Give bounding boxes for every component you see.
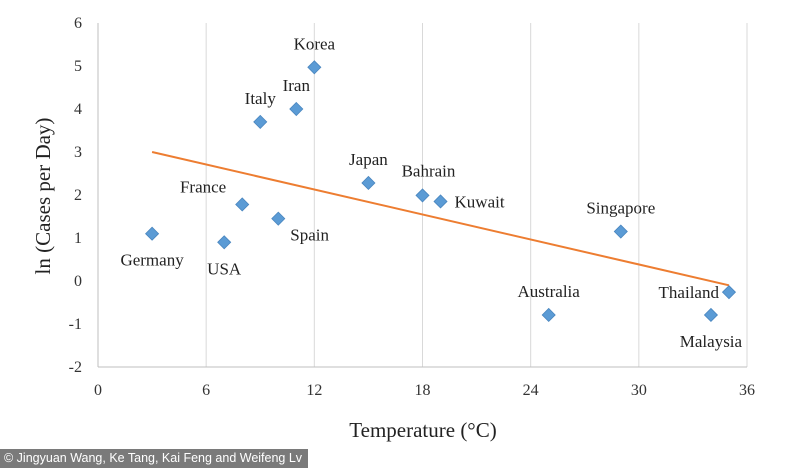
y-tick-label: 5 bbox=[74, 58, 82, 75]
data-point-bahrain bbox=[415, 188, 430, 203]
data-point-spain bbox=[271, 211, 286, 226]
trendline bbox=[151, 151, 730, 287]
data-point-thailand bbox=[721, 285, 737, 300]
data-point-korea bbox=[307, 60, 322, 75]
x-tick-label: 12 bbox=[306, 382, 322, 399]
image-credit: © Jingyuan Wang, Ke Tang, Kai Feng and W… bbox=[0, 449, 309, 468]
data-point-australia bbox=[541, 307, 556, 323]
point-labels: Korea Iran Italy Japan Bahrain Kuwait France Sp… bbox=[120, 34, 742, 351]
y-tick-label: 4 bbox=[74, 101, 82, 118]
point-label-bahrain: Bahrain bbox=[402, 161, 456, 180]
x-tick-label: 6 bbox=[202, 382, 210, 399]
trendline-group bbox=[151, 151, 730, 287]
x-axis-label: Temperature (°C) bbox=[349, 418, 496, 442]
data-point-usa bbox=[217, 235, 232, 250]
x-tick-label: 18 bbox=[415, 382, 431, 399]
y-tick-label: -2 bbox=[69, 359, 82, 376]
point-label-thailand: Thailand bbox=[659, 283, 720, 302]
data-point-germany bbox=[145, 226, 160, 241]
point-label-spain: Spain bbox=[290, 226, 329, 245]
x-tick-label: 24 bbox=[523, 382, 539, 399]
y-tick-label: -1 bbox=[69, 316, 82, 333]
y-tick-label: 6 bbox=[74, 15, 82, 32]
data-point-japan bbox=[361, 175, 376, 191]
point-label-italy: Italy bbox=[245, 89, 277, 108]
y-tick-label: 2 bbox=[74, 187, 82, 204]
point-label-australia: Australia bbox=[518, 282, 581, 301]
point-label-germany: Germany bbox=[120, 251, 184, 270]
x-tick-label: 0 bbox=[94, 382, 102, 399]
point-label-usa: USA bbox=[207, 259, 242, 278]
point-label-france: France bbox=[180, 177, 226, 196]
data-point-italy bbox=[253, 114, 268, 129]
point-label-malaysia: Malaysia bbox=[680, 332, 743, 351]
data-point-malaysia bbox=[703, 307, 719, 323]
point-label-japan: Japan bbox=[349, 150, 388, 169]
point-label-korea: Korea bbox=[294, 34, 336, 53]
point-label-singapore: Singapore bbox=[586, 199, 655, 218]
data-point-iran bbox=[289, 101, 304, 117]
point-label-iran: Iran bbox=[283, 76, 311, 95]
data-point-singapore bbox=[613, 224, 628, 239]
point-label-kuwait: Kuwait bbox=[455, 192, 505, 211]
y-tick-label: 0 bbox=[74, 273, 82, 290]
data-point-france bbox=[235, 197, 250, 212]
data-point-kuwait bbox=[433, 194, 448, 209]
data-points bbox=[145, 60, 737, 323]
x-tick-label: 30 bbox=[631, 382, 647, 399]
y-tick-label: 3 bbox=[74, 144, 82, 161]
y-tick-label: 1 bbox=[74, 230, 82, 247]
y-axis-label: ln (Cases per Day) bbox=[31, 118, 55, 275]
x-tick-label: 36 bbox=[739, 382, 755, 399]
